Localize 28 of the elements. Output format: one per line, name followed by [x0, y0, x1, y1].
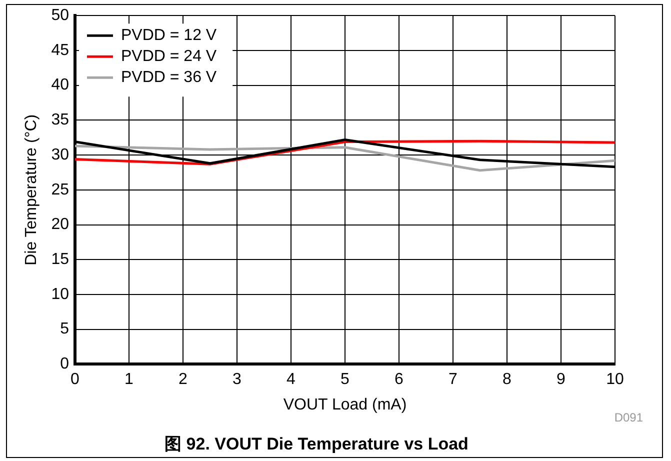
- x-tick-label: 5: [340, 371, 350, 388]
- text: D091: [614, 410, 644, 425]
- y-tick-label: 25: [51, 181, 70, 198]
- x-tick-label: 7: [448, 371, 458, 388]
- x-tick-label: 2: [178, 371, 188, 388]
- x-tick-label: 8: [502, 371, 512, 388]
- y-tick-label: 15: [51, 251, 70, 268]
- y-tick-label: 10: [51, 286, 70, 303]
- text: 图 92. VOUT Die Temperature vs Load: [164, 434, 468, 454]
- x-tick-label: 10: [606, 371, 624, 388]
- y-tick-label: 35: [51, 112, 70, 129]
- legend-label: PVDD = 36 V: [120, 69, 217, 86]
- y-tick-label: 40: [51, 76, 70, 94]
- x-tick-label: 6: [394, 371, 404, 388]
- y-tick-label: 45: [51, 42, 70, 59]
- x-tick-label: 1: [124, 371, 134, 388]
- y-axis-title: Die Temperature (°C): [23, 114, 40, 266]
- y-tick-label: 50: [51, 7, 70, 24]
- y-tick-label: 30: [51, 146, 70, 164]
- x-axis-title: VOUT Load (mA): [283, 396, 407, 414]
- x-tick-label: 4: [286, 371, 296, 388]
- y-tick-label: 5: [60, 320, 70, 338]
- legend-label: PVDD = 24 V: [120, 48, 217, 66]
- x-tick-label: 3: [232, 371, 242, 388]
- x-tick-label: 9: [556, 371, 566, 388]
- y-tick-label: 20: [51, 216, 70, 234]
- y-tick-label: 0: [60, 356, 70, 373]
- legend-label: PVDD = 12 V: [120, 27, 217, 44]
